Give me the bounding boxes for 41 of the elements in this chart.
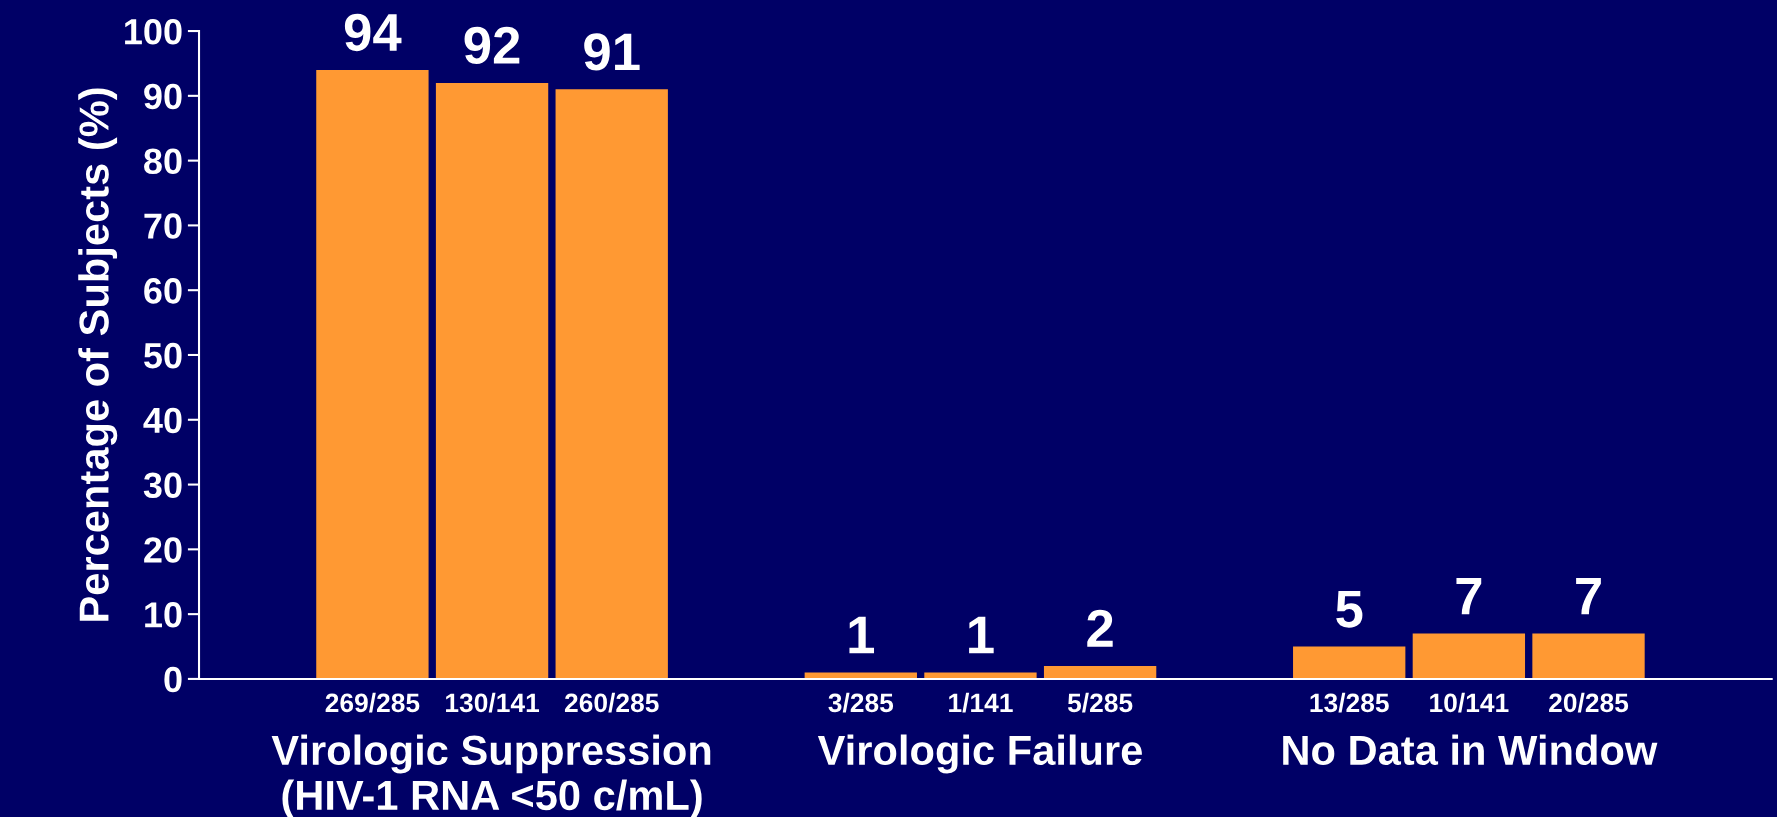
data-label: 5 <box>1336 590 1363 628</box>
data-label: 94 <box>344 13 402 52</box>
data-label: 2 <box>1087 609 1113 647</box>
y-tick-label: 100 <box>125 18 182 45</box>
text: 13/285 <box>1310 692 1389 713</box>
y-tick-label: 80 <box>144 148 182 175</box>
data-label: 92 <box>464 26 520 65</box>
x-tick-label: Virologic Failure <box>817 734 1142 774</box>
bar <box>1043 665 1157 679</box>
y-tick-label: 60 <box>144 278 182 304</box>
bar <box>316 69 429 679</box>
y-tick-label: 90 <box>144 83 182 110</box>
data-label: 7 <box>1576 577 1601 615</box>
bar <box>1532 633 1645 679</box>
y-tick-label: 0 <box>164 666 182 693</box>
data-label: 91 <box>584 33 640 71</box>
bar <box>435 82 549 679</box>
text: 10/141 <box>1430 692 1509 713</box>
y-tick-label: 20 <box>144 537 182 563</box>
y-axis-title: Percentage of Subjects (%) <box>78 88 118 621</box>
text: 20/285 <box>1549 692 1629 713</box>
text: 3/285 <box>828 692 894 713</box>
data-label: 1 <box>849 616 875 654</box>
y-tick-label: 40 <box>143 407 182 434</box>
bar <box>1293 646 1406 679</box>
data-label: 7 <box>1456 577 1482 615</box>
y-tick-label: 10 <box>145 602 182 628</box>
text: 260/285 <box>564 692 659 713</box>
y-tick-label: 30 <box>143 472 182 499</box>
x-tick-label: No Data in Window <box>1283 734 1658 766</box>
bar <box>804 672 917 679</box>
bar <box>555 89 668 679</box>
data-label: 1 <box>969 616 994 654</box>
text: 1/141 <box>949 692 1013 713</box>
text: 5/285 <box>1067 692 1133 713</box>
bar <box>1412 633 1526 679</box>
y-tick-label: 70 <box>144 213 182 239</box>
text: 269/285 <box>325 692 420 713</box>
text: 130/141 <box>446 692 540 713</box>
bar <box>924 672 1037 679</box>
y-tick-label: 50 <box>144 342 182 369</box>
